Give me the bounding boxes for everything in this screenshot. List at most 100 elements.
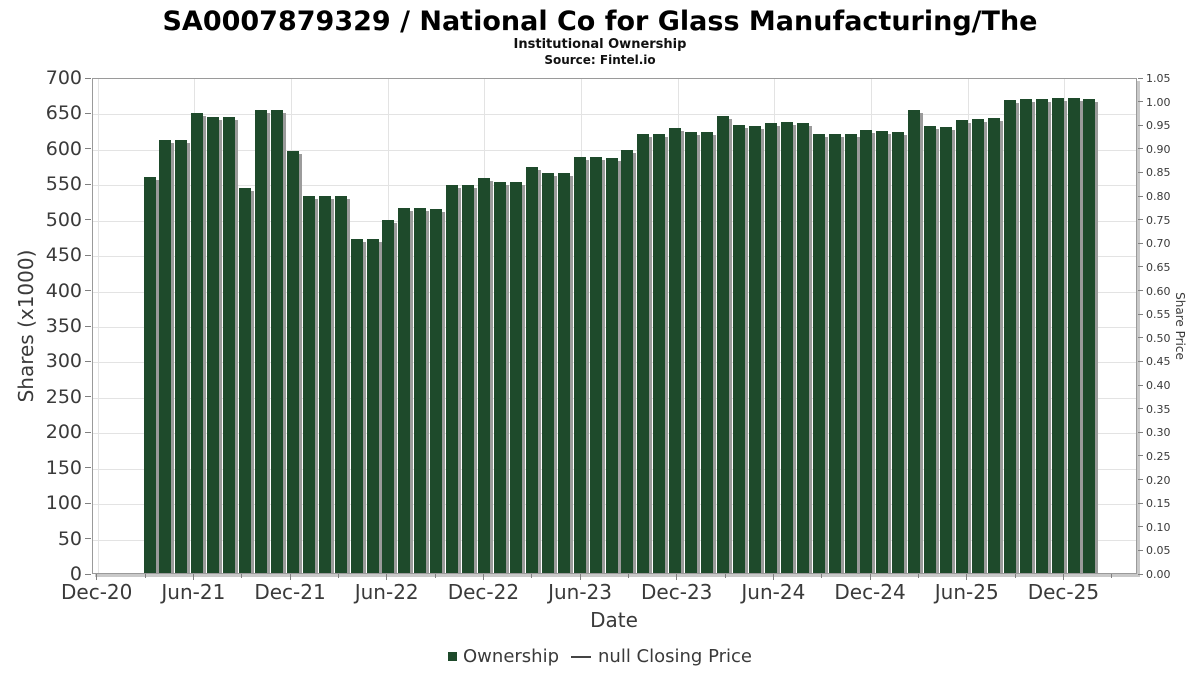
right-tick-mark xyxy=(1138,455,1143,457)
right-axis-title: Share Price xyxy=(1173,292,1187,360)
ownership-bar xyxy=(175,140,188,573)
x-tick-mark xyxy=(772,574,774,580)
right-tick-label: 0.35 xyxy=(1146,402,1171,416)
ownership-bar xyxy=(286,150,299,573)
x-tick-label: Dec-23 xyxy=(641,580,713,604)
ownership-bar xyxy=(892,131,905,573)
legend-price-label: null Closing Price xyxy=(598,646,752,667)
x-minor-tick-mark xyxy=(241,574,243,578)
right-tick-label: 0.25 xyxy=(1146,449,1171,463)
right-tick-mark xyxy=(1138,242,1143,244)
right-tick-label: 0.55 xyxy=(1146,308,1171,322)
right-tick-mark xyxy=(1138,502,1143,504)
x-tick-label: Dec-20 xyxy=(61,580,133,604)
ownership-bar xyxy=(780,122,793,573)
right-tick-label: 0.45 xyxy=(1146,355,1171,369)
ownership-bar xyxy=(509,181,522,573)
ownership-bar xyxy=(748,125,761,573)
x-minor-tick-mark xyxy=(144,574,146,578)
ownership-bar xyxy=(732,125,745,573)
ownership-bar xyxy=(637,133,650,573)
ownership-bar xyxy=(669,128,682,573)
ownership-bar xyxy=(159,140,172,573)
x-minor-tick-mark xyxy=(821,574,823,578)
ownership-bar xyxy=(764,123,777,573)
ownership-bar xyxy=(956,119,969,573)
x-minor-tick-mark xyxy=(627,574,629,578)
ownership-bar xyxy=(653,133,666,573)
ownership-bar xyxy=(573,157,586,573)
ownership-bar xyxy=(207,117,220,573)
right-tick-label: 0.90 xyxy=(1146,142,1171,156)
x-minor-tick-mark xyxy=(337,574,339,578)
ownership-bar xyxy=(701,131,714,573)
y-tick-label: 650 xyxy=(45,102,82,125)
right-tick-mark xyxy=(1138,479,1143,481)
right-tick-label: 0.70 xyxy=(1146,237,1171,251)
ownership-bar xyxy=(940,126,953,573)
y-tick-label: 350 xyxy=(45,315,82,337)
y-tick-mark xyxy=(85,219,91,221)
x-tick-label: Jun-25 xyxy=(934,580,999,604)
ownership-bar xyxy=(270,110,283,573)
y-tick-label: 400 xyxy=(45,279,82,302)
x-minor-tick-mark xyxy=(1014,574,1016,578)
ownership-bar xyxy=(685,131,698,573)
ownership-bar xyxy=(318,196,331,573)
ownership-bar xyxy=(414,208,427,573)
x-tick-label: Jun-23 xyxy=(548,580,612,604)
chart-subtitle: Institutional Ownership xyxy=(513,37,687,52)
ownership-bar xyxy=(844,133,857,573)
v-gridline xyxy=(967,79,969,573)
y-tick-mark xyxy=(85,77,91,79)
right-tick-label: 0.20 xyxy=(1146,473,1171,487)
right-tick-mark xyxy=(1138,526,1143,528)
y-tick-mark xyxy=(85,360,91,362)
x-tick-label: Dec-25 xyxy=(1027,580,1100,604)
ownership-bar xyxy=(255,110,268,573)
ownership-bar xyxy=(860,130,873,573)
y-tick-mark xyxy=(85,431,91,433)
y-tick-label: 100 xyxy=(45,492,82,515)
x-tick-mark xyxy=(386,574,388,580)
ownership-bar xyxy=(446,185,459,573)
right-tick-mark xyxy=(1138,77,1143,79)
right-tick-mark xyxy=(1138,195,1143,197)
right-tick-label: 0.95 xyxy=(1146,119,1171,133)
y-tick-mark xyxy=(85,502,91,504)
x-tick-mark xyxy=(482,574,484,580)
ownership-bar xyxy=(621,149,634,573)
ownership-bar xyxy=(541,172,554,573)
y-tick-label: 550 xyxy=(45,173,82,196)
x-tick-label: Dec-22 xyxy=(447,580,520,604)
ownership-bar xyxy=(589,157,602,573)
x-minor-tick-mark xyxy=(917,574,919,578)
chart-source: Source: Fintel.io xyxy=(544,53,656,67)
right-tick-label: 0.75 xyxy=(1146,213,1171,227)
ownership-bar xyxy=(1003,100,1016,573)
x-axis-title: Date xyxy=(590,608,638,632)
right-tick-label: 0.60 xyxy=(1146,284,1171,298)
h-gridline xyxy=(93,114,1136,116)
ownership-bar xyxy=(191,113,204,573)
ownership-bar xyxy=(1083,98,1096,573)
x-tick-label: Jun-24 xyxy=(741,580,806,604)
ownership-bar xyxy=(462,184,475,573)
right-tick-mark xyxy=(1138,360,1143,362)
ownership-bar xyxy=(302,196,315,573)
y-tick-mark xyxy=(85,467,91,469)
y-tick-mark xyxy=(85,290,91,292)
ownership-bar xyxy=(924,125,937,573)
right-tick-label: 0.85 xyxy=(1146,166,1171,180)
right-tick-mark xyxy=(1138,171,1143,173)
ownership-bar xyxy=(494,181,506,573)
y-tick-label: 150 xyxy=(45,456,82,479)
v-gridline xyxy=(1064,79,1066,573)
ownership-bar xyxy=(350,238,363,573)
x-tick-mark xyxy=(869,574,871,580)
chart-title: SA0007879329 / National Co for Glass Man… xyxy=(162,6,1038,37)
ownership-bar xyxy=(366,238,379,573)
ownership-bar xyxy=(223,117,236,573)
legend: Ownership null Closing Price xyxy=(0,646,1200,667)
